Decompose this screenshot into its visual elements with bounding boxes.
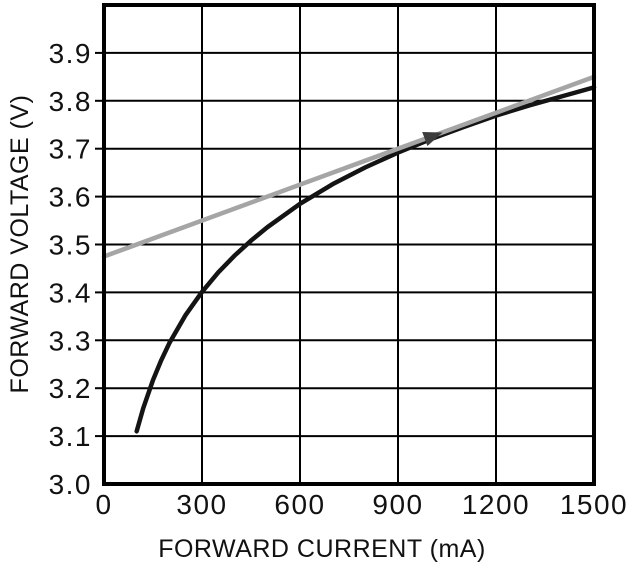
grid-layer (104, 5, 594, 484)
y-tick-label: 3.6 (49, 182, 92, 213)
x-tick-label: 900 (372, 489, 423, 520)
y-tick-label: 3.7 (49, 134, 92, 165)
y-tick-label: 3.1 (49, 421, 92, 452)
y-tick-label: 3.4 (49, 277, 92, 308)
x-tick-label: 0 (95, 489, 112, 520)
frame-layer (102, 3, 596, 486)
x-tick-label: 1500 (560, 489, 627, 520)
y-tick-label: 3.2 (49, 373, 92, 404)
label-layer: 0 300 600 900 1200 1500 3.0 3.1 3.2 3.3 3.4 3.5 3.6 3… (49, 38, 627, 520)
plot-frame (102, 3, 596, 486)
tick-layer (95, 51, 102, 438)
linear-approximation-line-series (101, 74, 597, 259)
y-tick-label: 3.3 (49, 325, 92, 356)
x-tick-label: 300 (176, 489, 227, 520)
annotation-layer (422, 132, 443, 146)
tangent-point-arrowhead (422, 132, 443, 146)
y-axis-title: FORWARD VOLTAGE (V) (6, 95, 34, 394)
x-tick-label: 600 (274, 489, 325, 520)
y-tick-label: 3.0 (49, 469, 92, 500)
measured-forward-voltage-curve-series (134, 85, 597, 434)
x-axis-title: FORWARD CURRENT (mA) (158, 535, 486, 563)
y-tick-label: 3.8 (49, 86, 92, 117)
series-layer (101, 74, 597, 434)
y-tick-label: 3.5 (49, 230, 92, 261)
x-tick-label: 1200 (462, 489, 530, 520)
y-tick-label: 3.9 (49, 38, 92, 69)
